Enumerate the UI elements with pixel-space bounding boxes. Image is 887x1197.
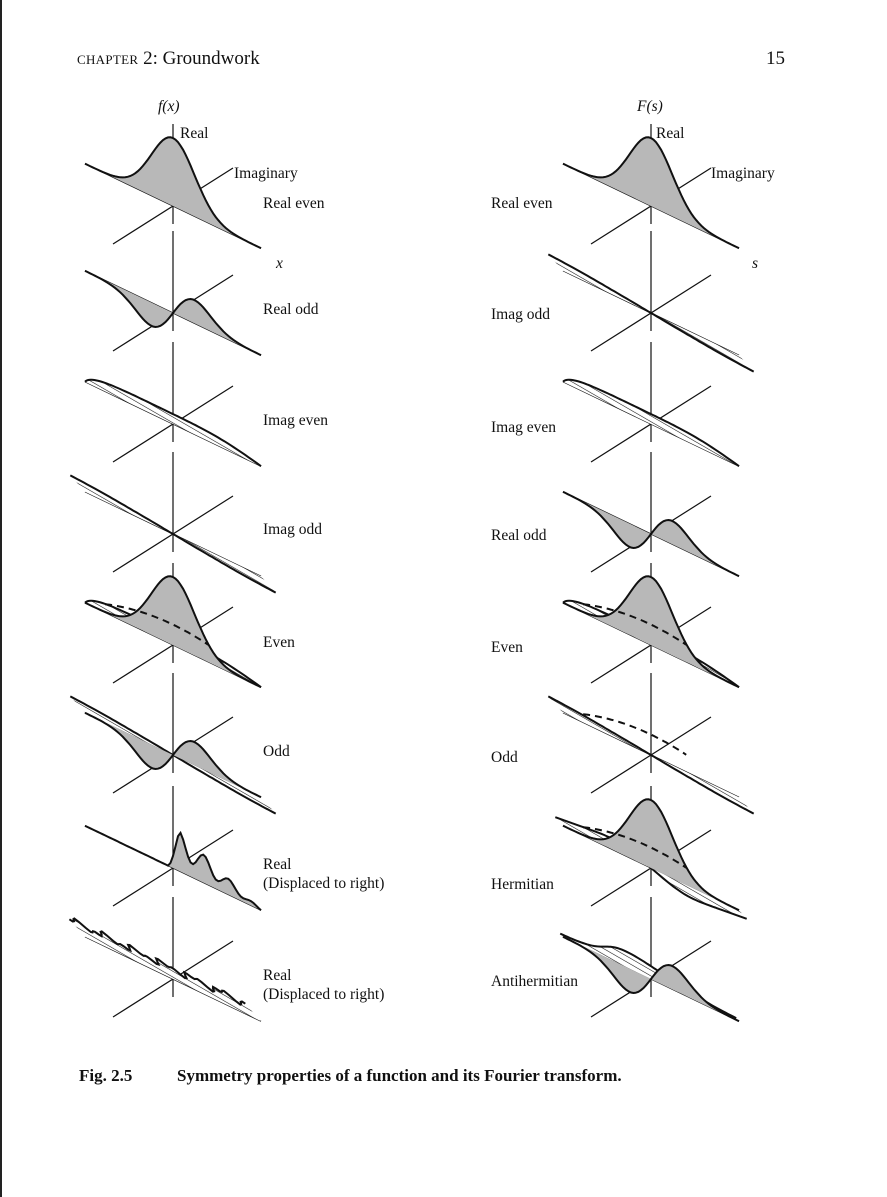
- right-s-axis-label: s: [752, 255, 759, 272]
- left-imag-part-curve: [69, 474, 277, 594]
- right-panel-4: [562, 452, 740, 578]
- right-real-part-fill: [563, 137, 739, 249]
- left-panel-3-label: Imag even: [263, 412, 328, 429]
- figure-caption: Fig. 2.5 Symmetry properties of a functio…: [79, 1066, 622, 1086]
- left-panel-8: [68, 897, 262, 1022]
- left-panel-7: [84, 786, 262, 911]
- right-imaginary-axis-label: Imaginary: [711, 165, 775, 182]
- right-real-part-fill: [563, 799, 739, 911]
- left-imag-part-curve: [84, 378, 262, 468]
- right-panel-2-label: Imag odd: [491, 306, 550, 323]
- left-function-label: f(x): [158, 98, 180, 115]
- chapter-word: chapter: [77, 48, 139, 69]
- left-panel-2: [84, 231, 262, 357]
- left-panel-3: [84, 342, 262, 468]
- left-panel-1-label: Real even: [263, 195, 325, 212]
- left-hidden-curve-dashed: [104, 603, 209, 646]
- left-panel-7-title: Real: [263, 856, 292, 873]
- left-imag-part-curve: [68, 917, 246, 1006]
- left-panel-4-label: Imag odd: [263, 521, 322, 538]
- right-panel-8: [559, 897, 740, 1023]
- left-panel-5-label: Even: [263, 634, 295, 651]
- right-real-part-fill: [563, 576, 739, 688]
- right-panel-3: [562, 342, 740, 468]
- left-panel-4: [69, 452, 277, 594]
- left-x-axis-label: x: [276, 255, 283, 272]
- right-function-label: F(s): [637, 98, 663, 115]
- right-panel-7-label: Hermitian: [491, 876, 554, 893]
- right-panel-6-label: Odd: [491, 749, 518, 766]
- left-real-part-curve: [84, 711, 262, 799]
- figure-caption-text: Symmetry properties of a function and it…: [177, 1066, 622, 1085]
- right-panel-5-label: Even: [491, 639, 523, 656]
- right-panel-8-label: Antihermitian: [491, 973, 578, 990]
- right-panel-1-label: Real even: [491, 195, 553, 212]
- right-real-part-curve: [562, 490, 740, 578]
- right-hidden-curve-dashed: [582, 713, 687, 756]
- left-real-part-curve: [84, 824, 262, 911]
- left-real-part-curve: [84, 575, 262, 689]
- running-header: chapter 2: Groundwork 15: [77, 48, 785, 70]
- left-panel-8-subtitle: (Displaced to right): [263, 986, 385, 1003]
- right-panel-2: [547, 231, 755, 373]
- left-real-axis-label: Real: [180, 125, 209, 142]
- page-edge-rule: [0, 0, 2, 1197]
- left-panel-2-label: Real odd: [263, 301, 319, 318]
- left-column-figures: [68, 124, 277, 1022]
- left-real-part-curve: [84, 136, 262, 250]
- right-column-figures: [547, 124, 755, 1023]
- left-real-part-fill: [85, 137, 261, 249]
- right-real-part-curve: [562, 798, 740, 912]
- left-panel-6-label: Odd: [263, 743, 290, 760]
- left-panel-8-label: Real (Displaced to right): [263, 966, 384, 1004]
- left-real-part-curve: [84, 269, 262, 357]
- right-panel-4-label: Real odd: [491, 527, 547, 544]
- right-real-part-curve: [562, 136, 740, 250]
- right-panel-1: [562, 124, 740, 250]
- right-panel-7: [554, 786, 748, 920]
- right-panel-6: [547, 673, 755, 815]
- right-imag-part-curve: [562, 378, 740, 468]
- right-imag-part-fill: [563, 379, 739, 467]
- chapter-title: 2: Groundwork: [143, 48, 260, 69]
- left-imaginary-axis-label: Imaginary: [234, 165, 298, 182]
- left-panel-7-label: Real (Displaced to right): [263, 855, 384, 893]
- page-number: 15: [766, 48, 785, 69]
- left-panel-1: [84, 124, 262, 250]
- right-real-axis-label: Real: [656, 125, 685, 142]
- right-panel-5: [562, 563, 740, 689]
- right-panel-3-label: Imag even: [491, 419, 556, 436]
- right-hidden-curve-dashed: [582, 603, 687, 646]
- left-imag-part-fill: [85, 379, 261, 467]
- right-imag-part-curve: [547, 695, 755, 815]
- left-real-part-fill: [85, 576, 261, 688]
- right-imag-part-curve: [547, 253, 755, 373]
- right-hidden-curve-dashed: [582, 826, 687, 869]
- left-panel-7-subtitle: (Displaced to right): [263, 875, 385, 892]
- left-panel-5: [84, 563, 262, 689]
- left-panel-8-title: Real: [263, 967, 292, 984]
- left-panel-6: [69, 673, 277, 815]
- right-real-part-curve: [562, 575, 740, 689]
- right-real-part-curve: [562, 935, 740, 1023]
- figure-number: Fig. 2.5: [79, 1066, 133, 1085]
